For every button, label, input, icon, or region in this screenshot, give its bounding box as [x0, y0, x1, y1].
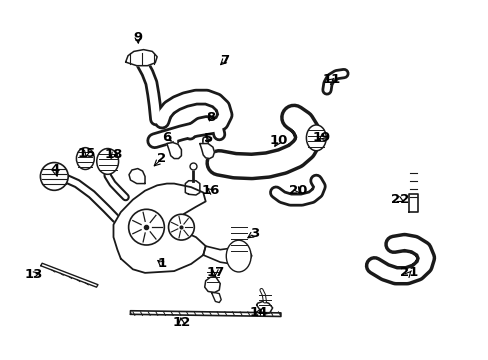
Text: 19: 19 [312, 131, 330, 144]
Polygon shape [125, 50, 157, 66]
Text: 8: 8 [205, 111, 215, 124]
Polygon shape [185, 181, 200, 195]
Ellipse shape [306, 125, 325, 151]
Text: 1: 1 [157, 257, 166, 270]
Polygon shape [204, 276, 220, 293]
Text: 4: 4 [51, 163, 60, 176]
Text: 10: 10 [269, 134, 287, 147]
Polygon shape [211, 293, 221, 302]
Circle shape [128, 209, 164, 245]
Text: 22: 22 [390, 193, 408, 206]
Text: 21: 21 [400, 266, 418, 279]
Text: 11: 11 [322, 73, 340, 86]
Text: 18: 18 [104, 148, 122, 162]
Text: 20: 20 [288, 184, 306, 197]
Text: 13: 13 [24, 268, 42, 281]
Polygon shape [200, 144, 214, 158]
Polygon shape [203, 246, 251, 265]
Text: 3: 3 [249, 227, 258, 240]
Text: 15: 15 [78, 147, 96, 160]
Polygon shape [129, 168, 145, 184]
Polygon shape [166, 143, 181, 158]
Ellipse shape [76, 148, 94, 170]
Text: 2: 2 [157, 152, 166, 165]
Circle shape [168, 214, 194, 240]
Text: 7: 7 [220, 54, 229, 67]
Text: 5: 5 [203, 132, 212, 145]
Circle shape [41, 162, 68, 190]
Ellipse shape [97, 149, 118, 174]
Text: 16: 16 [201, 184, 219, 197]
Polygon shape [41, 263, 98, 287]
Ellipse shape [226, 240, 250, 272]
Polygon shape [130, 311, 280, 316]
Text: 17: 17 [206, 266, 224, 279]
Polygon shape [256, 301, 272, 314]
Text: 6: 6 [162, 131, 171, 144]
Text: 14: 14 [249, 306, 268, 319]
Polygon shape [408, 194, 417, 212]
Text: 9: 9 [133, 31, 142, 44]
Text: 12: 12 [172, 316, 190, 329]
Polygon shape [113, 184, 205, 273]
